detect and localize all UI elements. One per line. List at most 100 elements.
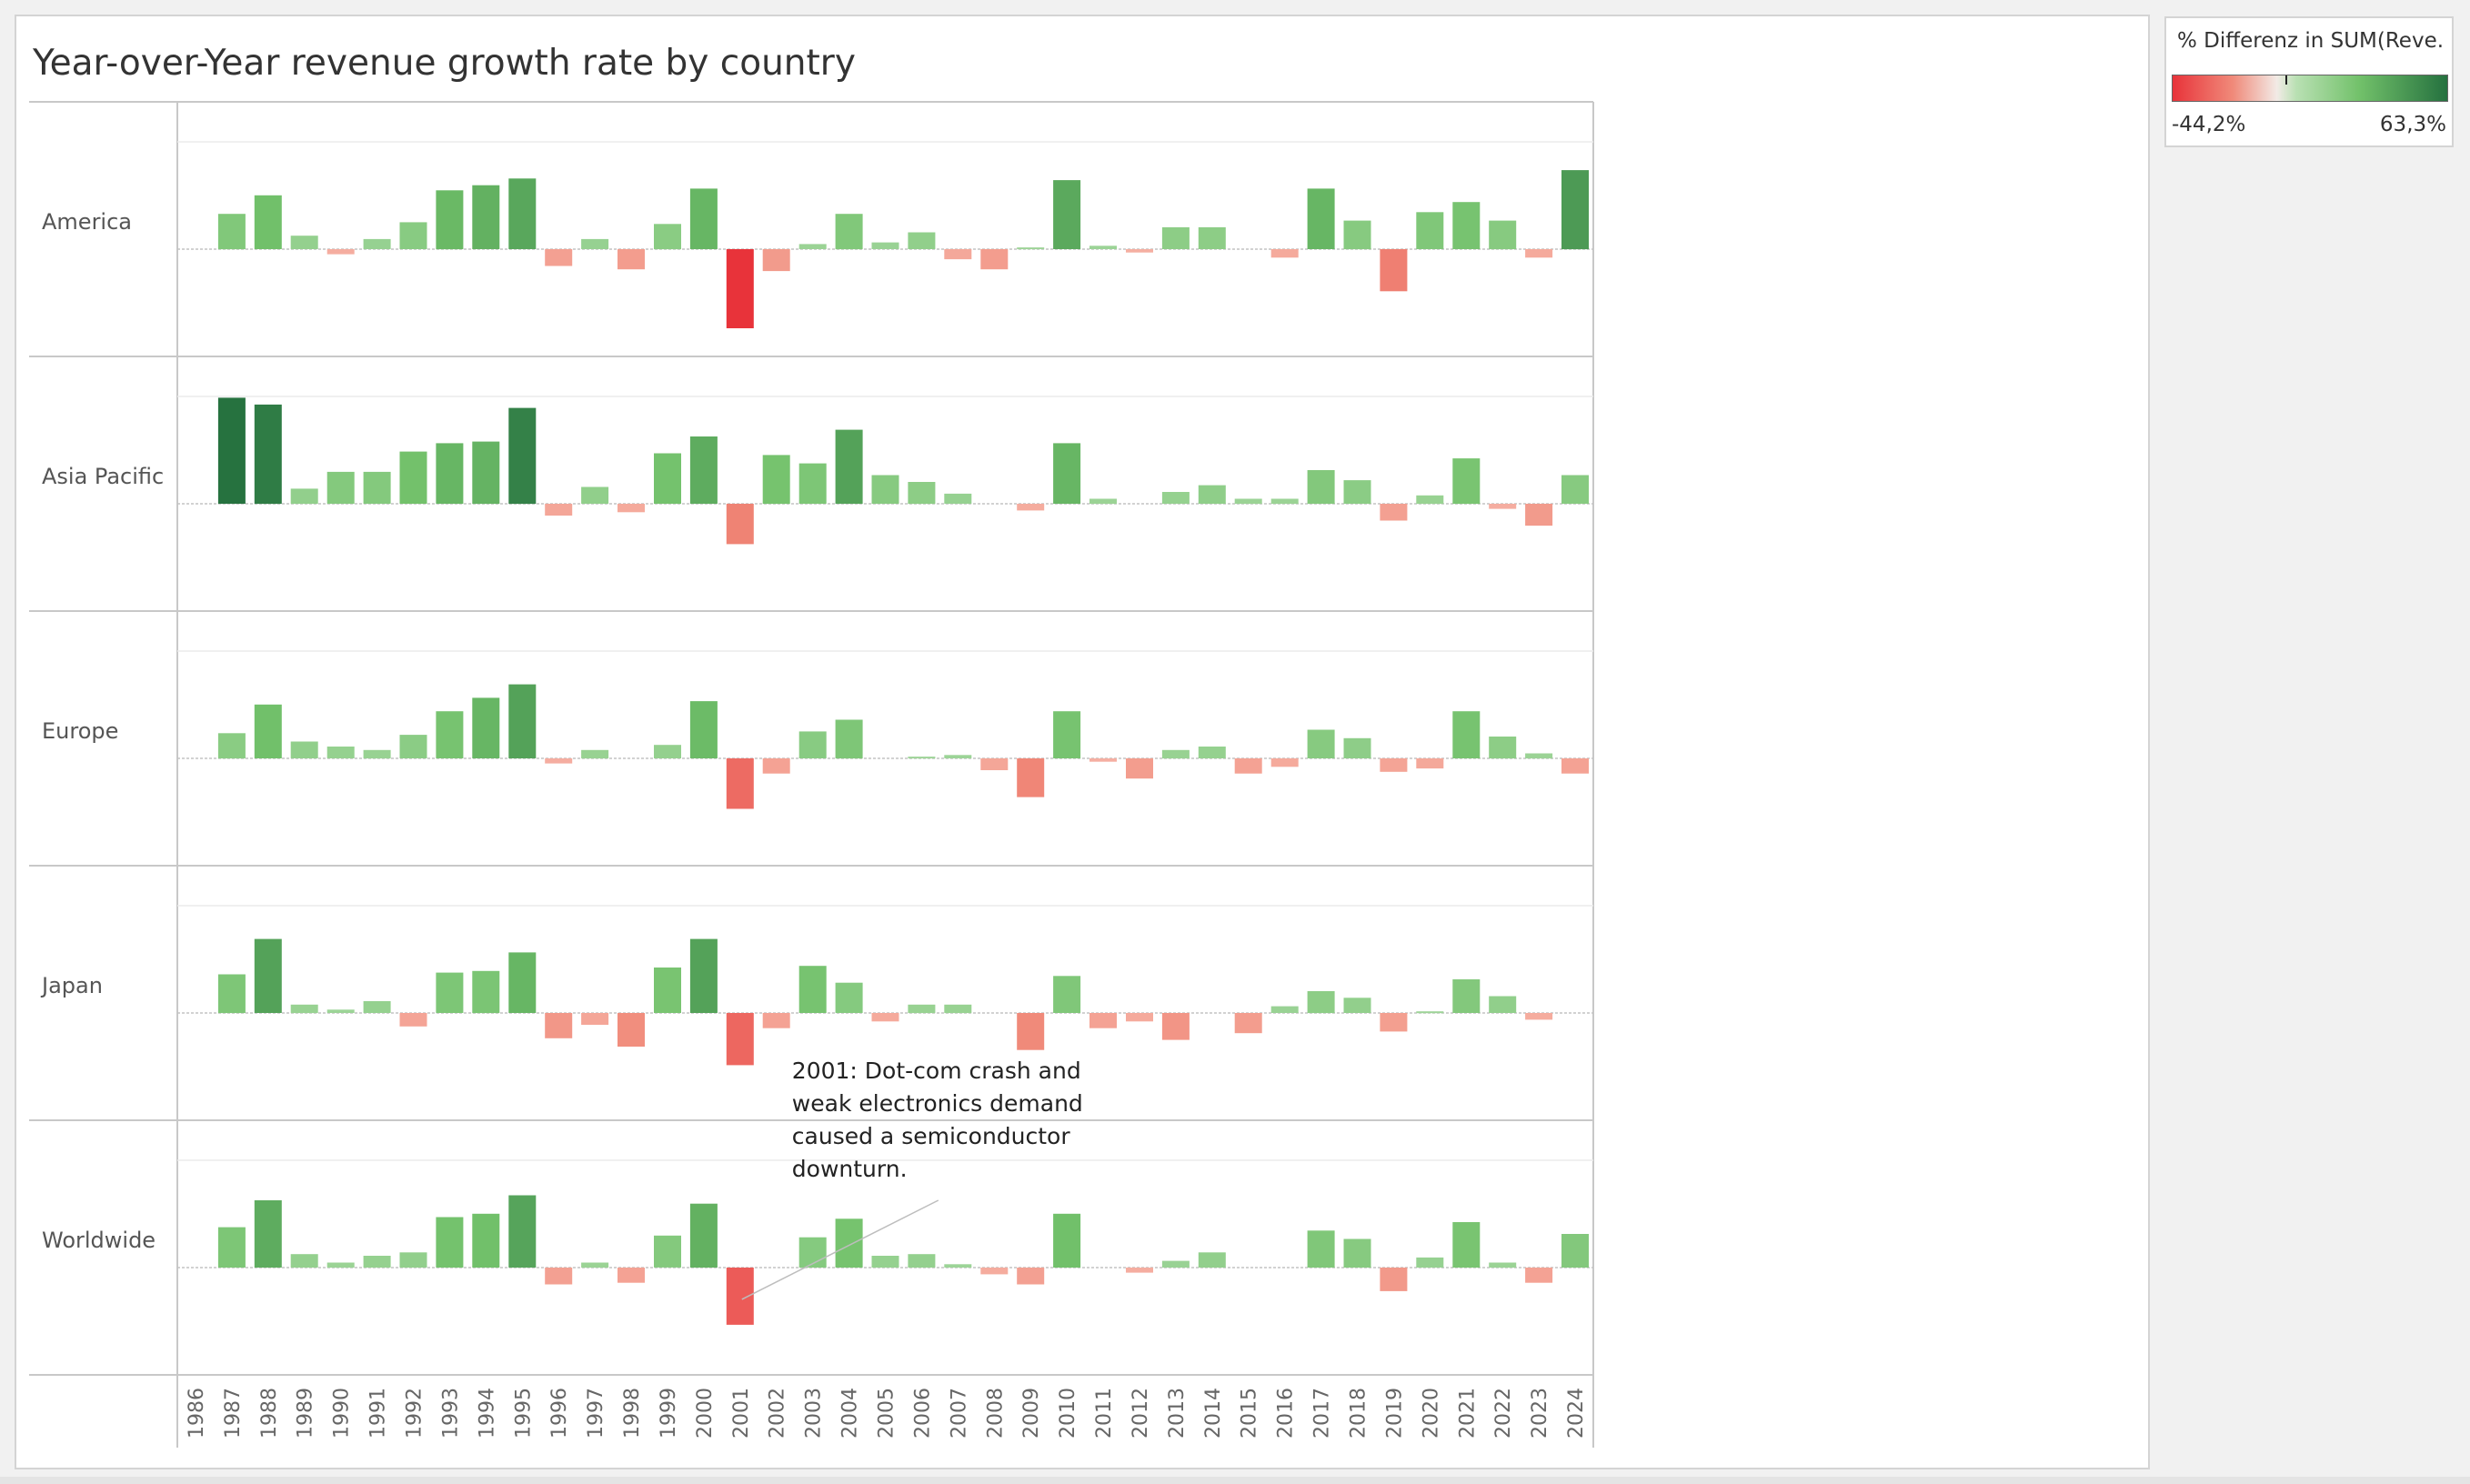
bar[interactable]	[1198, 1252, 1226, 1268]
bar[interactable]	[1489, 504, 1517, 509]
bar[interactable]	[1307, 1230, 1335, 1268]
bar[interactable]	[1380, 504, 1408, 521]
bar[interactable]	[908, 757, 936, 759]
bar[interactable]	[1089, 246, 1117, 249]
bar[interactable]	[254, 404, 282, 505]
bar[interactable]	[1234, 758, 1262, 774]
bar[interactable]	[1416, 212, 1444, 249]
bar[interactable]	[1489, 1262, 1517, 1268]
bar[interactable]	[871, 242, 899, 249]
bar[interactable]	[1161, 749, 1190, 759]
bar[interactable]	[908, 1004, 936, 1014]
bar[interactable]	[798, 1237, 827, 1268]
bar[interactable]	[1525, 504, 1553, 526]
bottom-scrollbar[interactable]	[0, 1477, 2470, 1484]
bar[interactable]	[944, 755, 972, 758]
bar[interactable]	[798, 463, 827, 504]
bar[interactable]	[290, 236, 318, 249]
bar[interactable]	[1198, 485, 1226, 504]
bar[interactable]	[1416, 758, 1444, 769]
bar[interactable]	[472, 185, 500, 249]
bar[interactable]	[1561, 758, 1589, 774]
bar[interactable]	[1161, 492, 1190, 504]
bar[interactable]	[1416, 1011, 1444, 1014]
bar[interactable]	[871, 1256, 899, 1268]
bar[interactable]	[290, 1004, 318, 1014]
color-legend[interactable]: % Differenz in SUM(Reve... -44,2% 63,3%	[2164, 16, 2454, 147]
bar[interactable]	[726, 1013, 754, 1066]
bar[interactable]	[835, 719, 863, 759]
bar[interactable]	[254, 938, 282, 1013]
bar[interactable]	[326, 249, 355, 255]
bar[interactable]	[1234, 1013, 1262, 1034]
bar[interactable]	[1307, 991, 1335, 1014]
bar[interactable]	[436, 711, 464, 758]
bar[interactable]	[399, 1013, 427, 1027]
bar[interactable]	[618, 1268, 645, 1283]
bar[interactable]	[1343, 737, 1371, 758]
bar[interactable]	[1343, 998, 1371, 1013]
bar[interactable]	[618, 249, 645, 270]
bar[interactable]	[472, 1213, 500, 1268]
bar[interactable]	[1452, 711, 1481, 758]
bar[interactable]	[326, 471, 355, 504]
bar[interactable]	[1198, 747, 1226, 758]
bar[interactable]	[363, 238, 391, 249]
bar[interactable]	[508, 952, 537, 1013]
bar[interactable]	[944, 493, 972, 504]
bar[interactable]	[581, 1013, 609, 1025]
bar[interactable]	[399, 1252, 427, 1268]
bar[interactable]	[1561, 170, 1589, 250]
bar[interactable]	[1525, 249, 1553, 258]
bar[interactable]	[217, 214, 246, 250]
bar[interactable]	[654, 453, 681, 505]
bar[interactable]	[871, 475, 899, 505]
bar[interactable]	[545, 249, 573, 266]
bar[interactable]	[1380, 1268, 1408, 1291]
bar[interactable]	[1380, 249, 1408, 292]
bar[interactable]	[581, 238, 609, 249]
bar[interactable]	[290, 741, 318, 759]
bar[interactable]	[1017, 504, 1045, 511]
bar[interactable]	[762, 758, 790, 774]
bar[interactable]	[1161, 1013, 1190, 1040]
bar[interactable]	[217, 733, 246, 759]
bar[interactable]	[908, 482, 936, 505]
bar[interactable]	[290, 488, 318, 505]
bar[interactable]	[1053, 711, 1081, 758]
bar[interactable]	[1525, 1268, 1553, 1283]
bar[interactable]	[1307, 188, 1335, 249]
bar[interactable]	[1343, 480, 1371, 504]
bar[interactable]	[217, 974, 246, 1014]
bar[interactable]	[545, 1013, 573, 1038]
bar[interactable]	[798, 966, 827, 1013]
bar[interactable]	[654, 1235, 681, 1268]
bar[interactable]	[508, 1195, 537, 1268]
bar[interactable]	[798, 244, 827, 249]
bar[interactable]	[1161, 226, 1190, 249]
bar[interactable]	[1561, 475, 1589, 505]
bar[interactable]	[472, 441, 500, 505]
bar[interactable]	[726, 504, 754, 545]
bar[interactable]	[1270, 1006, 1299, 1013]
bar[interactable]	[326, 1009, 355, 1013]
bar[interactable]	[326, 1262, 355, 1268]
bar[interactable]	[654, 745, 681, 758]
bar[interactable]	[1089, 498, 1117, 505]
bar[interactable]	[1234, 498, 1262, 505]
bar[interactable]	[508, 407, 537, 505]
bar[interactable]	[1270, 758, 1299, 767]
bar[interactable]	[654, 224, 681, 250]
bar[interactable]	[944, 249, 972, 260]
bar[interactable]	[1161, 1260, 1190, 1268]
bar[interactable]	[726, 249, 754, 328]
bar[interactable]	[1525, 753, 1553, 759]
bar[interactable]	[980, 1268, 1009, 1275]
bar[interactable]	[1452, 202, 1481, 249]
bar[interactable]	[217, 1227, 246, 1268]
bar[interactable]	[1270, 498, 1299, 505]
bar[interactable]	[944, 1264, 972, 1268]
bar[interactable]	[1017, 1013, 1045, 1050]
bar[interactable]	[762, 249, 790, 272]
bar[interactable]	[835, 429, 863, 504]
